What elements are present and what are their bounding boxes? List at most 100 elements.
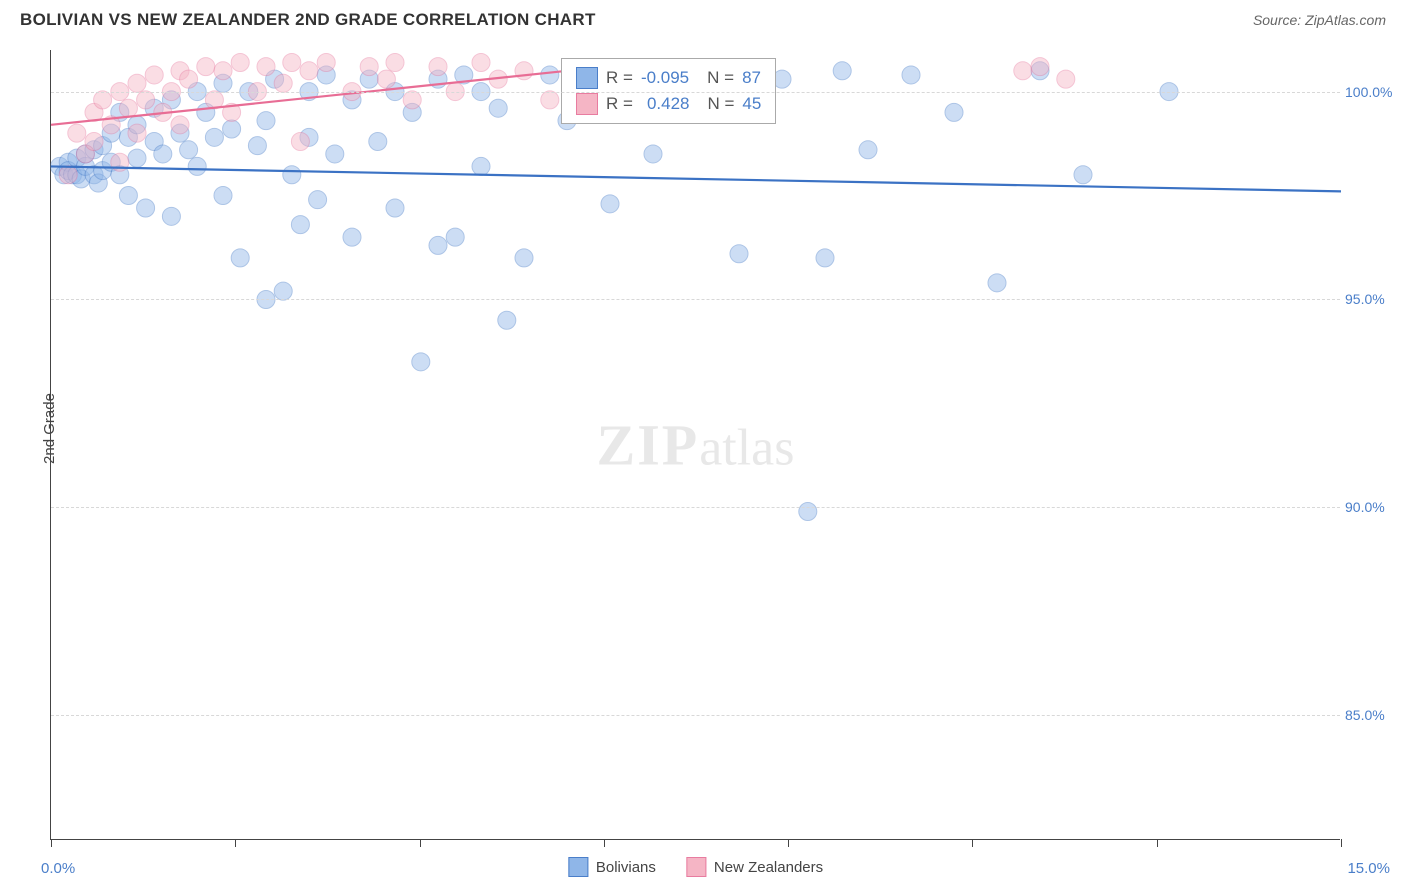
data-point bbox=[489, 99, 507, 117]
data-point bbox=[128, 74, 146, 92]
data-point bbox=[541, 91, 559, 109]
stats-r-val-1: 0.428 bbox=[647, 94, 690, 114]
data-point bbox=[145, 66, 163, 84]
x-max-label: 15.0% bbox=[1347, 860, 1390, 877]
data-point bbox=[386, 199, 404, 217]
data-point bbox=[833, 62, 851, 80]
data-point bbox=[274, 282, 292, 300]
x-tick bbox=[235, 839, 236, 847]
chart-title: BOLIVIAN VS NEW ZEALANDER 2ND GRADE CORR… bbox=[20, 10, 596, 30]
data-point bbox=[257, 58, 275, 76]
scatter-plot-svg bbox=[51, 50, 1340, 839]
stats-n-val-0: 87 bbox=[742, 68, 761, 88]
data-point bbox=[644, 145, 662, 163]
data-point bbox=[291, 132, 309, 150]
data-point bbox=[197, 58, 215, 76]
legend-label-bolivians: Bolivians bbox=[596, 859, 656, 876]
legend-item-bolivians: Bolivians bbox=[568, 857, 656, 877]
stats-row-nz: R = 0.428 N = 45 bbox=[576, 91, 761, 117]
legend: Bolivians New Zealanders bbox=[568, 857, 823, 877]
data-point bbox=[730, 245, 748, 263]
data-point bbox=[300, 62, 318, 80]
data-point bbox=[94, 91, 112, 109]
data-point bbox=[180, 141, 198, 159]
data-point bbox=[309, 191, 327, 209]
data-point bbox=[988, 274, 1006, 292]
legend-label-nz: New Zealanders bbox=[714, 859, 823, 876]
x-tick bbox=[420, 839, 421, 847]
legend-item-nz: New Zealanders bbox=[686, 857, 823, 877]
data-point bbox=[231, 53, 249, 71]
data-point bbox=[1031, 58, 1049, 76]
data-point bbox=[360, 58, 378, 76]
stats-r-val-0: -0.095 bbox=[641, 68, 689, 88]
stats-n-val-1: 45 bbox=[742, 94, 761, 114]
data-point bbox=[1057, 70, 1075, 88]
data-point bbox=[119, 99, 137, 117]
data-point bbox=[816, 249, 834, 267]
x-tick bbox=[1157, 839, 1158, 847]
data-point bbox=[291, 216, 309, 234]
data-point bbox=[231, 249, 249, 267]
data-point bbox=[945, 103, 963, 121]
data-point bbox=[1074, 166, 1092, 184]
data-point bbox=[248, 137, 266, 155]
legend-swatch-bolivians bbox=[568, 857, 588, 877]
data-point bbox=[257, 112, 275, 130]
data-point bbox=[274, 74, 292, 92]
data-point bbox=[403, 91, 421, 109]
swatch-nz bbox=[576, 93, 598, 115]
data-point bbox=[472, 157, 490, 175]
data-point bbox=[188, 157, 206, 175]
stats-row-bolivians: R = -0.095 N = 87 bbox=[576, 65, 761, 91]
x-min-label: 0.0% bbox=[41, 860, 75, 877]
data-point bbox=[214, 62, 232, 80]
x-tick bbox=[51, 839, 52, 847]
data-point bbox=[343, 228, 361, 246]
data-point bbox=[214, 187, 232, 205]
data-point bbox=[59, 166, 77, 184]
chart-area: ZIPatlas R = -0.095 N = 87 R = 0.428 N =… bbox=[50, 50, 1340, 840]
data-point bbox=[326, 145, 344, 163]
data-point bbox=[1014, 62, 1032, 80]
x-tick bbox=[604, 839, 605, 847]
data-point bbox=[85, 132, 103, 150]
x-tick bbox=[972, 839, 973, 847]
gridline-h bbox=[51, 507, 1340, 508]
stats-r-label: R = bbox=[606, 68, 633, 88]
data-point bbox=[429, 236, 447, 254]
data-point bbox=[541, 66, 559, 84]
data-point bbox=[902, 66, 920, 84]
data-point bbox=[369, 132, 387, 150]
data-point bbox=[283, 166, 301, 184]
data-point bbox=[515, 62, 533, 80]
source-label: Source: ZipAtlas.com bbox=[1253, 12, 1386, 28]
data-point bbox=[154, 145, 172, 163]
y-tick-label: 95.0% bbox=[1345, 291, 1400, 307]
data-point bbox=[128, 149, 146, 167]
data-point bbox=[515, 249, 533, 267]
data-point bbox=[128, 124, 146, 142]
data-point bbox=[223, 120, 241, 138]
gridline-h bbox=[51, 299, 1340, 300]
data-point bbox=[799, 503, 817, 521]
title-bar: BOLIVIAN VS NEW ZEALANDER 2ND GRADE CORR… bbox=[0, 0, 1406, 38]
gridline-h bbox=[51, 92, 1340, 93]
data-point bbox=[412, 353, 430, 371]
data-point bbox=[137, 199, 155, 217]
data-point bbox=[386, 53, 404, 71]
regression-line bbox=[51, 166, 1341, 191]
y-tick-label: 85.0% bbox=[1345, 707, 1400, 723]
data-point bbox=[205, 128, 223, 146]
data-point bbox=[859, 141, 877, 159]
x-tick bbox=[788, 839, 789, 847]
y-tick-label: 100.0% bbox=[1345, 84, 1400, 100]
data-point bbox=[317, 53, 335, 71]
swatch-bolivians bbox=[576, 67, 598, 89]
legend-swatch-nz bbox=[686, 857, 706, 877]
stats-n-label: N = bbox=[707, 68, 734, 88]
data-point bbox=[171, 116, 189, 134]
stats-r-label-1: R = bbox=[606, 94, 633, 114]
data-point bbox=[429, 58, 447, 76]
stats-n-label-1: N = bbox=[707, 94, 734, 114]
